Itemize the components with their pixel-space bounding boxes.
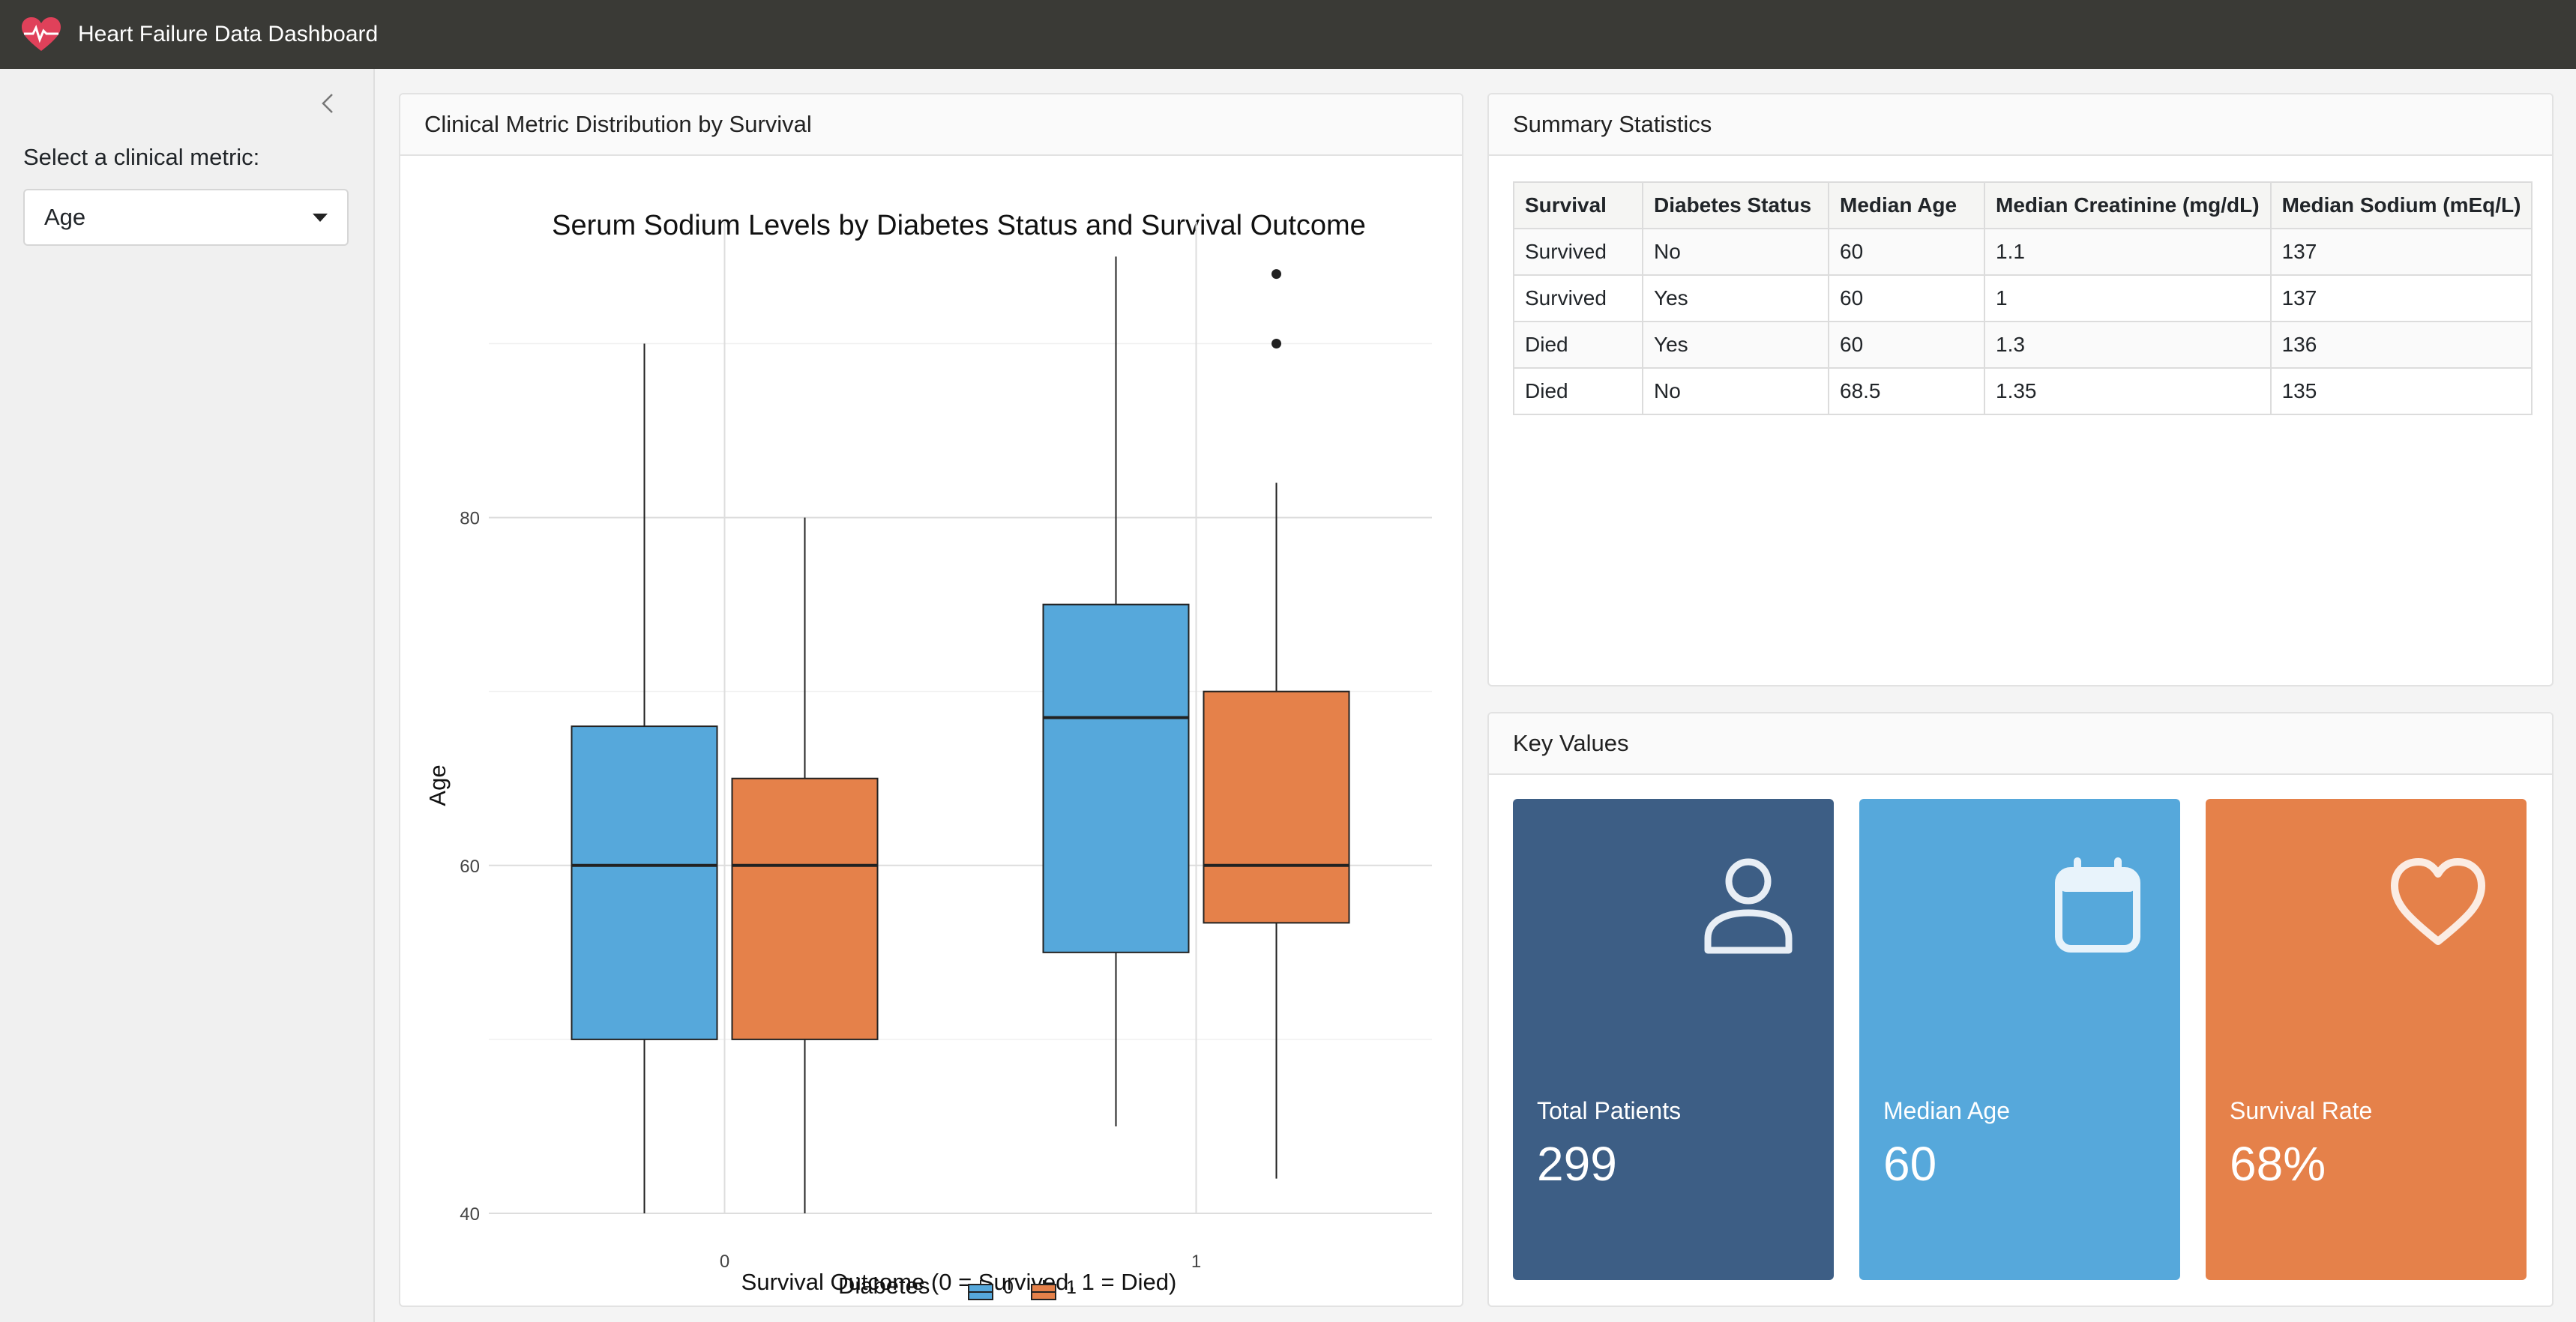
summary-table: Survival Diabetes Status Median Age Medi… xyxy=(1513,181,2533,415)
box-0-1 xyxy=(1042,256,1190,1126)
table-cell: Died xyxy=(1513,321,1643,369)
calendar-icon xyxy=(2054,856,2141,957)
key-values-card-header: Key Values xyxy=(1489,713,2552,775)
table-row: Survived No 60 1.1 137 xyxy=(1513,228,2533,276)
table-cell: 60 xyxy=(1828,321,1985,369)
table-cell: 1 xyxy=(1984,274,2272,322)
sidebar-collapse-button[interactable] xyxy=(315,90,340,120)
metric-select-label: Select a clinical metric: xyxy=(23,144,260,170)
top-navbar: Heart Failure Data Dashboard xyxy=(0,0,2576,69)
app-title: Heart Failure Data Dashboard xyxy=(78,22,379,46)
sidebar: Select a clinical metric: Age xyxy=(0,69,375,1322)
legend-item-1: 1 xyxy=(1031,1277,1077,1300)
value-box-value: 299 xyxy=(1537,1137,1617,1191)
y-tick-label: 40 xyxy=(460,1204,480,1225)
chevron-left-icon xyxy=(320,92,335,118)
y-tick-label: 60 xyxy=(460,857,480,877)
table-cell: Died xyxy=(1513,367,1643,415)
value-box-survival-rate: Survival Rate 68% xyxy=(2206,799,2527,1280)
table-cell: 137 xyxy=(2269,228,2533,276)
table-header-cell: Median Creatinine (mg/dL) xyxy=(1984,181,2272,229)
outlier-point xyxy=(1272,269,1281,280)
table-cell: Yes xyxy=(1642,274,1829,322)
table-header-cell: Median Sodium (mEq/L) xyxy=(2269,181,2533,229)
table-cell: 60 xyxy=(1828,228,1985,276)
plot-card-header: Clinical Metric Distribution by Survival xyxy=(400,94,1462,156)
legend-item-0: 0 xyxy=(968,1277,1014,1300)
table-cell: 60 xyxy=(1828,274,1985,322)
y-axis-label: Age xyxy=(424,764,451,806)
key-values-card: Key Values Total Patients 299 Median Age… xyxy=(1487,712,2554,1307)
table-header-cell: Median Age xyxy=(1828,181,1985,229)
value-box-value: 60 xyxy=(1883,1137,1937,1191)
x-tick-label: 1 xyxy=(1191,1252,1201,1272)
x-axis-label: Survival Outcome (0 = Survived, 1 = Died… xyxy=(741,1269,1177,1295)
table-cell: No xyxy=(1642,367,1829,415)
table-cell: 68.5 xyxy=(1828,367,1985,415)
table-header-cell: Survival xyxy=(1513,181,1643,229)
value-box-value: 68% xyxy=(2230,1137,2326,1191)
plot-card: Clinical Metric Distribution by Survival… xyxy=(399,93,1463,1307)
table-row: Survived Yes 60 1 137 xyxy=(1513,274,2533,322)
table-cell: Survived xyxy=(1513,274,1643,322)
table-header-cell: Diabetes Status xyxy=(1642,181,1829,229)
box-0-0 xyxy=(571,343,718,1213)
table-cell: 1.3 xyxy=(1984,321,2272,369)
person-icon xyxy=(1702,856,1795,959)
legend-label: 1 xyxy=(1066,1277,1077,1298)
box-body xyxy=(1042,603,1190,953)
table-cell: Yes xyxy=(1642,321,1829,369)
table-cell: 1.35 xyxy=(1984,367,2272,415)
metric-select-value: Age xyxy=(44,204,86,230)
y-tick-label: 80 xyxy=(460,509,480,529)
heart-icon xyxy=(2389,856,2488,953)
caret-down-icon xyxy=(313,213,328,222)
value-box-median-age: Median Age 60 xyxy=(1859,799,2180,1280)
value-box-label: Median Age xyxy=(1883,1097,2011,1124)
summary-card-header: Summary Statistics xyxy=(1489,94,2552,156)
box-body xyxy=(731,777,879,1040)
outlier-point xyxy=(1272,338,1281,348)
table-row: Died Yes 60 1.3 136 xyxy=(1513,321,2533,369)
box-body xyxy=(1203,690,1350,924)
box-body xyxy=(571,725,718,1040)
legend-title: Diabetes xyxy=(838,1273,930,1299)
value-box-total-patients: Total Patients 299 xyxy=(1513,799,1834,1280)
table-cell: 135 xyxy=(2269,367,2533,415)
table-cell: Survived xyxy=(1513,228,1643,276)
table-cell: 1.1 xyxy=(1984,228,2272,276)
value-box-label: Survival Rate xyxy=(2230,1097,2373,1124)
legend-label: 0 xyxy=(1003,1277,1014,1298)
boxplot-chart: Serum Sodium Levels by Diabetes Status a… xyxy=(424,210,1432,1300)
heart-pulse-icon xyxy=(19,16,63,53)
table-row: Died No 68.5 1.35 135 xyxy=(1513,367,2533,415)
table-cell: No xyxy=(1642,228,1829,276)
table-cell: 136 xyxy=(2269,321,2533,369)
table-cell: 137 xyxy=(2269,274,2533,322)
chart-title: Serum Sodium Levels by Diabetes Status a… xyxy=(552,210,1366,241)
chart-legend: Diabetes 0 1 xyxy=(838,1273,1077,1300)
box-1-1 xyxy=(1203,269,1350,1179)
value-box-label: Total Patients xyxy=(1537,1097,1682,1124)
box-1-0 xyxy=(731,517,879,1213)
table-header-row: Survival Diabetes Status Median Age Medi… xyxy=(1513,181,2533,229)
summary-card: Summary Statistics Survival Diabetes Sta… xyxy=(1487,93,2554,686)
metric-select[interactable]: Age xyxy=(23,189,349,246)
x-tick-label: 0 xyxy=(720,1252,729,1272)
